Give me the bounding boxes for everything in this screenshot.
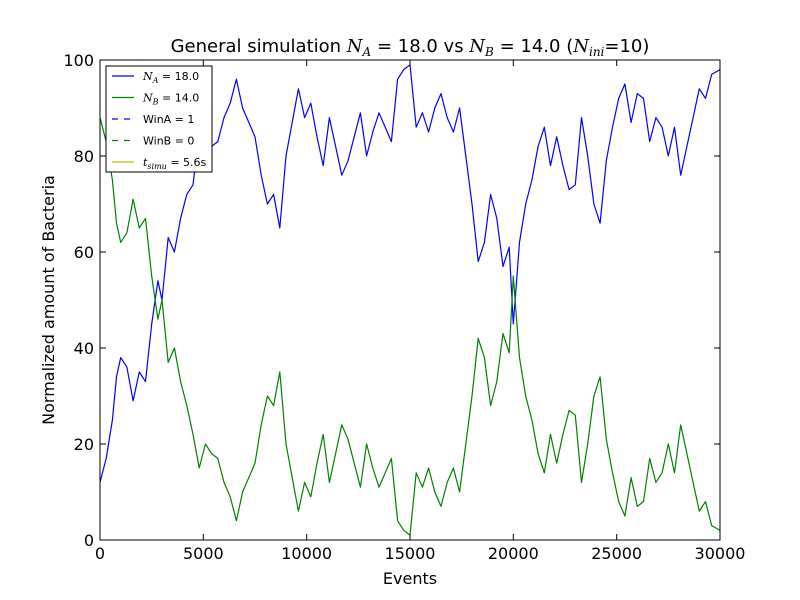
- y-tick-label-1: 20: [74, 435, 94, 454]
- legend-label-5: tsimu = 5.6s: [143, 156, 207, 171]
- legend-value-3: WinA = 1: [143, 113, 194, 126]
- ticks-layer: 0 5000 10000 15000 20000 25000 30000 0 20 40 60 80 1…: [63, 51, 745, 563]
- legend-value-2: = 14.0: [159, 92, 200, 105]
- title-a-sub: A: [362, 45, 372, 59]
- title-ini-symbol: N: [572, 36, 590, 57]
- title-prefix: General simulation: [171, 36, 347, 57]
- y-axis-label: Normalized amount of Bacteria: [39, 175, 58, 425]
- y-tick-label-5: 100: [63, 51, 94, 70]
- series-line-2: [99, 117, 721, 536]
- legend-label-2: NB = 14.0: [142, 92, 199, 107]
- legend-label-4: WinB = 0: [143, 135, 194, 148]
- x-tick-label-0: 0: [95, 544, 105, 563]
- legend-label-3: WinA = 1: [143, 113, 194, 126]
- legend-label-1: NA = 18.0: [142, 70, 199, 85]
- legend-value-4: WinB = 0: [143, 135, 194, 148]
- x-tick-label-4: 20000: [488, 544, 539, 563]
- legend-symbol-5: t: [143, 156, 148, 169]
- legend-sub-2: B: [152, 98, 159, 107]
- y-tick-label-0: 0: [84, 531, 94, 550]
- legend-value-5: = 5.6s: [167, 156, 207, 169]
- legend-symbol-1: N: [142, 70, 153, 83]
- y-tick-label-2: 40: [74, 339, 94, 358]
- title-a-value: = 18.0 vs: [371, 36, 469, 57]
- x-tick-label-6: 30000: [695, 544, 746, 563]
- x-tick-label-2: 10000: [281, 544, 332, 563]
- legend-box: [105, 65, 213, 173]
- x-axis-label: Events: [383, 569, 437, 588]
- legend-sub-5: simu: [147, 162, 166, 171]
- x-tick-label-3: 15000: [385, 544, 436, 563]
- y-tick-label-3: 60: [74, 243, 94, 262]
- title-ini-value: =10): [604, 36, 649, 57]
- title-a-symbol: N: [346, 36, 364, 57]
- chart-title: General simulation NA = 18.0 vs NB = 14.…: [171, 36, 650, 59]
- title-b-symbol: N: [468, 36, 486, 57]
- legend-value-1: = 18.0: [158, 70, 199, 83]
- title-b-sub: B: [484, 45, 494, 59]
- legend-sub-1: A: [152, 76, 159, 85]
- plot-frame: [99, 59, 721, 541]
- title-b-value: = 14.0 (: [494, 36, 573, 57]
- x-tick-label-5: 25000: [591, 544, 642, 563]
- x-tick-label-1: 5000: [183, 544, 224, 563]
- legend-symbol-2: N: [142, 92, 153, 105]
- y-tick-label-4: 80: [74, 147, 94, 166]
- title-ini-sub: ini: [589, 45, 605, 59]
